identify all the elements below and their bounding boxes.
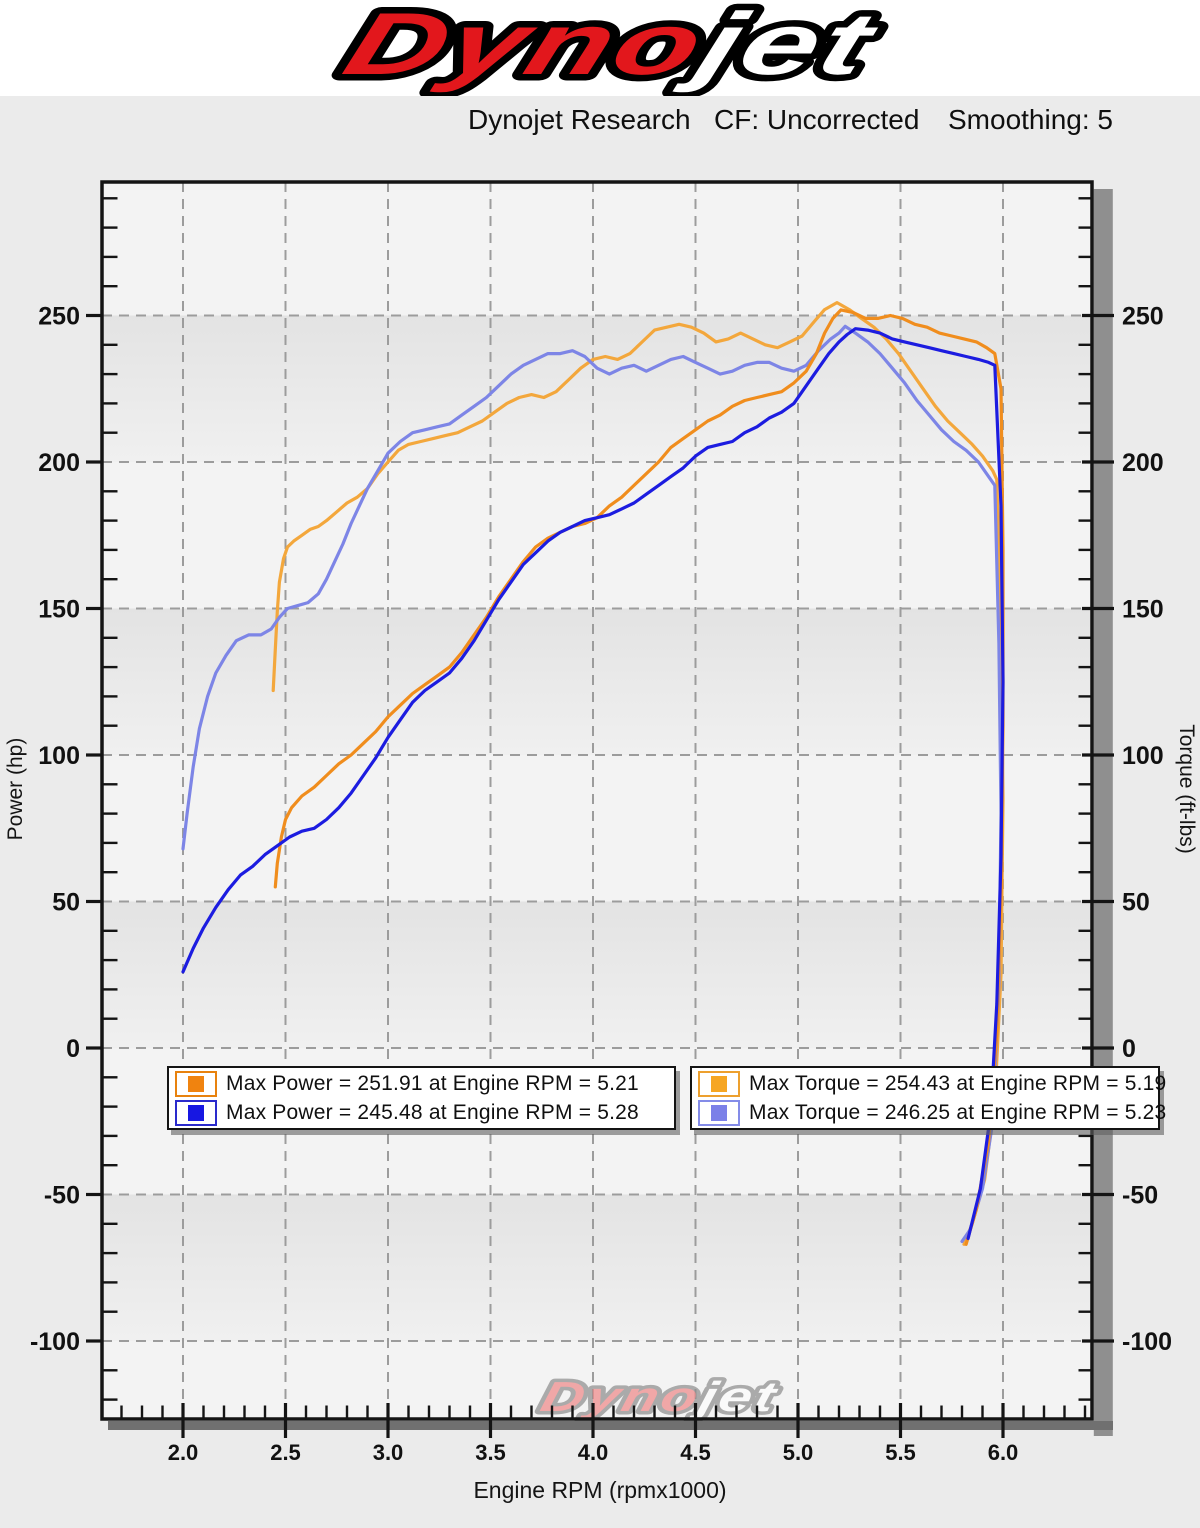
plot-ticks-and-labels: 250 250 200 200 150 150 100 100 50 50 0 0 -50 -50 -100…	[30, 197, 1172, 1465]
watermark-text-red: Dyno	[536, 1373, 706, 1420]
curve-power_orange	[273, 308, 1005, 1246]
svg-text:250: 250	[1122, 303, 1164, 331]
legend-key-power-blue-icon	[175, 1099, 217, 1126]
legend-key-torque-blue-icon	[698, 1099, 740, 1126]
svg-text:4.5: 4.5	[680, 1440, 711, 1465]
curve-torque_orange	[271, 301, 1005, 1246]
legend-label: Max Power = 245.48 at Engine RPM = 5.28	[226, 1100, 639, 1124]
header-correction-label: CF: Uncorrected	[714, 104, 920, 135]
logo-banner: Dynojet	[0, 0, 1200, 96]
svg-text:0: 0	[1122, 1035, 1136, 1063]
svg-text:250: 250	[38, 303, 80, 331]
plot-gridlines	[102, 182, 1092, 1419]
svg-text:5.5: 5.5	[885, 1440, 916, 1465]
x-axis-title-rpm: Engine RPM (rpmx1000)	[473, 1477, 727, 1503]
svg-text:200: 200	[1122, 449, 1164, 477]
svg-text:-50: -50	[1122, 1182, 1158, 1210]
svg-text:5.0: 5.0	[783, 1440, 814, 1465]
svg-text:-100: -100	[1122, 1328, 1172, 1356]
dynojet-logo-icon: Dynojet	[325, 0, 897, 96]
svg-text:3.0: 3.0	[373, 1440, 404, 1465]
svg-text:3.5: 3.5	[475, 1440, 506, 1465]
legend-key-torque-orange-icon	[698, 1070, 740, 1097]
svg-text:4.0: 4.0	[578, 1440, 609, 1465]
svg-text:100: 100	[38, 742, 80, 770]
svg-text:100: 100	[1122, 742, 1164, 770]
svg-text:-50: -50	[44, 1182, 80, 1210]
header-research-label: Dynojet Research	[468, 104, 691, 135]
logo-text-white: jet	[671, 0, 889, 93]
svg-text:150: 150	[38, 596, 80, 624]
legend-item: Max Torque = 254.43 at Engine RPM = 5.19	[692, 1070, 1166, 1098]
legend-key-power-orange-icon	[175, 1070, 217, 1097]
svg-text:6.0: 6.0	[988, 1440, 1019, 1465]
svg-text:2.5: 2.5	[270, 1440, 301, 1465]
legend-item: Max Power = 245.48 at Engine RPM = 5.28	[169, 1099, 674, 1127]
svg-text:50: 50	[52, 889, 80, 917]
legend-item: Max Torque = 246.25 at Engine RPM = 5.23	[692, 1099, 1166, 1127]
header-smoothing-label: Smoothing: 5	[948, 104, 1113, 135]
legend-label: Max Torque = 246.25 at Engine RPM = 5.23	[749, 1100, 1167, 1124]
svg-text:200: 200	[38, 449, 80, 477]
legend-label: Max Torque = 254.43 at Engine RPM = 5.19	[749, 1071, 1167, 1095]
svg-text:2.0: 2.0	[168, 1440, 199, 1465]
report-header: Dynojet Research CF: Uncorrected Smoothi…	[0, 104, 1200, 144]
plot-curves	[181, 301, 1005, 1246]
svg-text:150: 150	[1122, 596, 1164, 624]
plot-background-bands	[102, 182, 1092, 1419]
curve-torque_blue	[181, 324, 1003, 1244]
legend-item: Max Power = 251.91 at Engine RPM = 5.21	[169, 1070, 674, 1098]
logo-text-red: Dyno	[333, 0, 719, 93]
svg-text:-100: -100	[30, 1328, 80, 1356]
legend-torque: Max Torque = 254.43 at Engine RPM = 5.19…	[690, 1066, 1166, 1130]
legend-label: Max Power = 251.91 at Engine RPM = 5.21	[226, 1071, 639, 1095]
legend-power: Max Power = 251.91 at Engine RPM = 5.21 …	[167, 1066, 676, 1130]
svg-text:0: 0	[66, 1035, 80, 1063]
curve-power_blue	[181, 327, 1005, 1241]
svg-text:50: 50	[1122, 889, 1150, 917]
logo-text: Dynojet	[333, 0, 889, 93]
